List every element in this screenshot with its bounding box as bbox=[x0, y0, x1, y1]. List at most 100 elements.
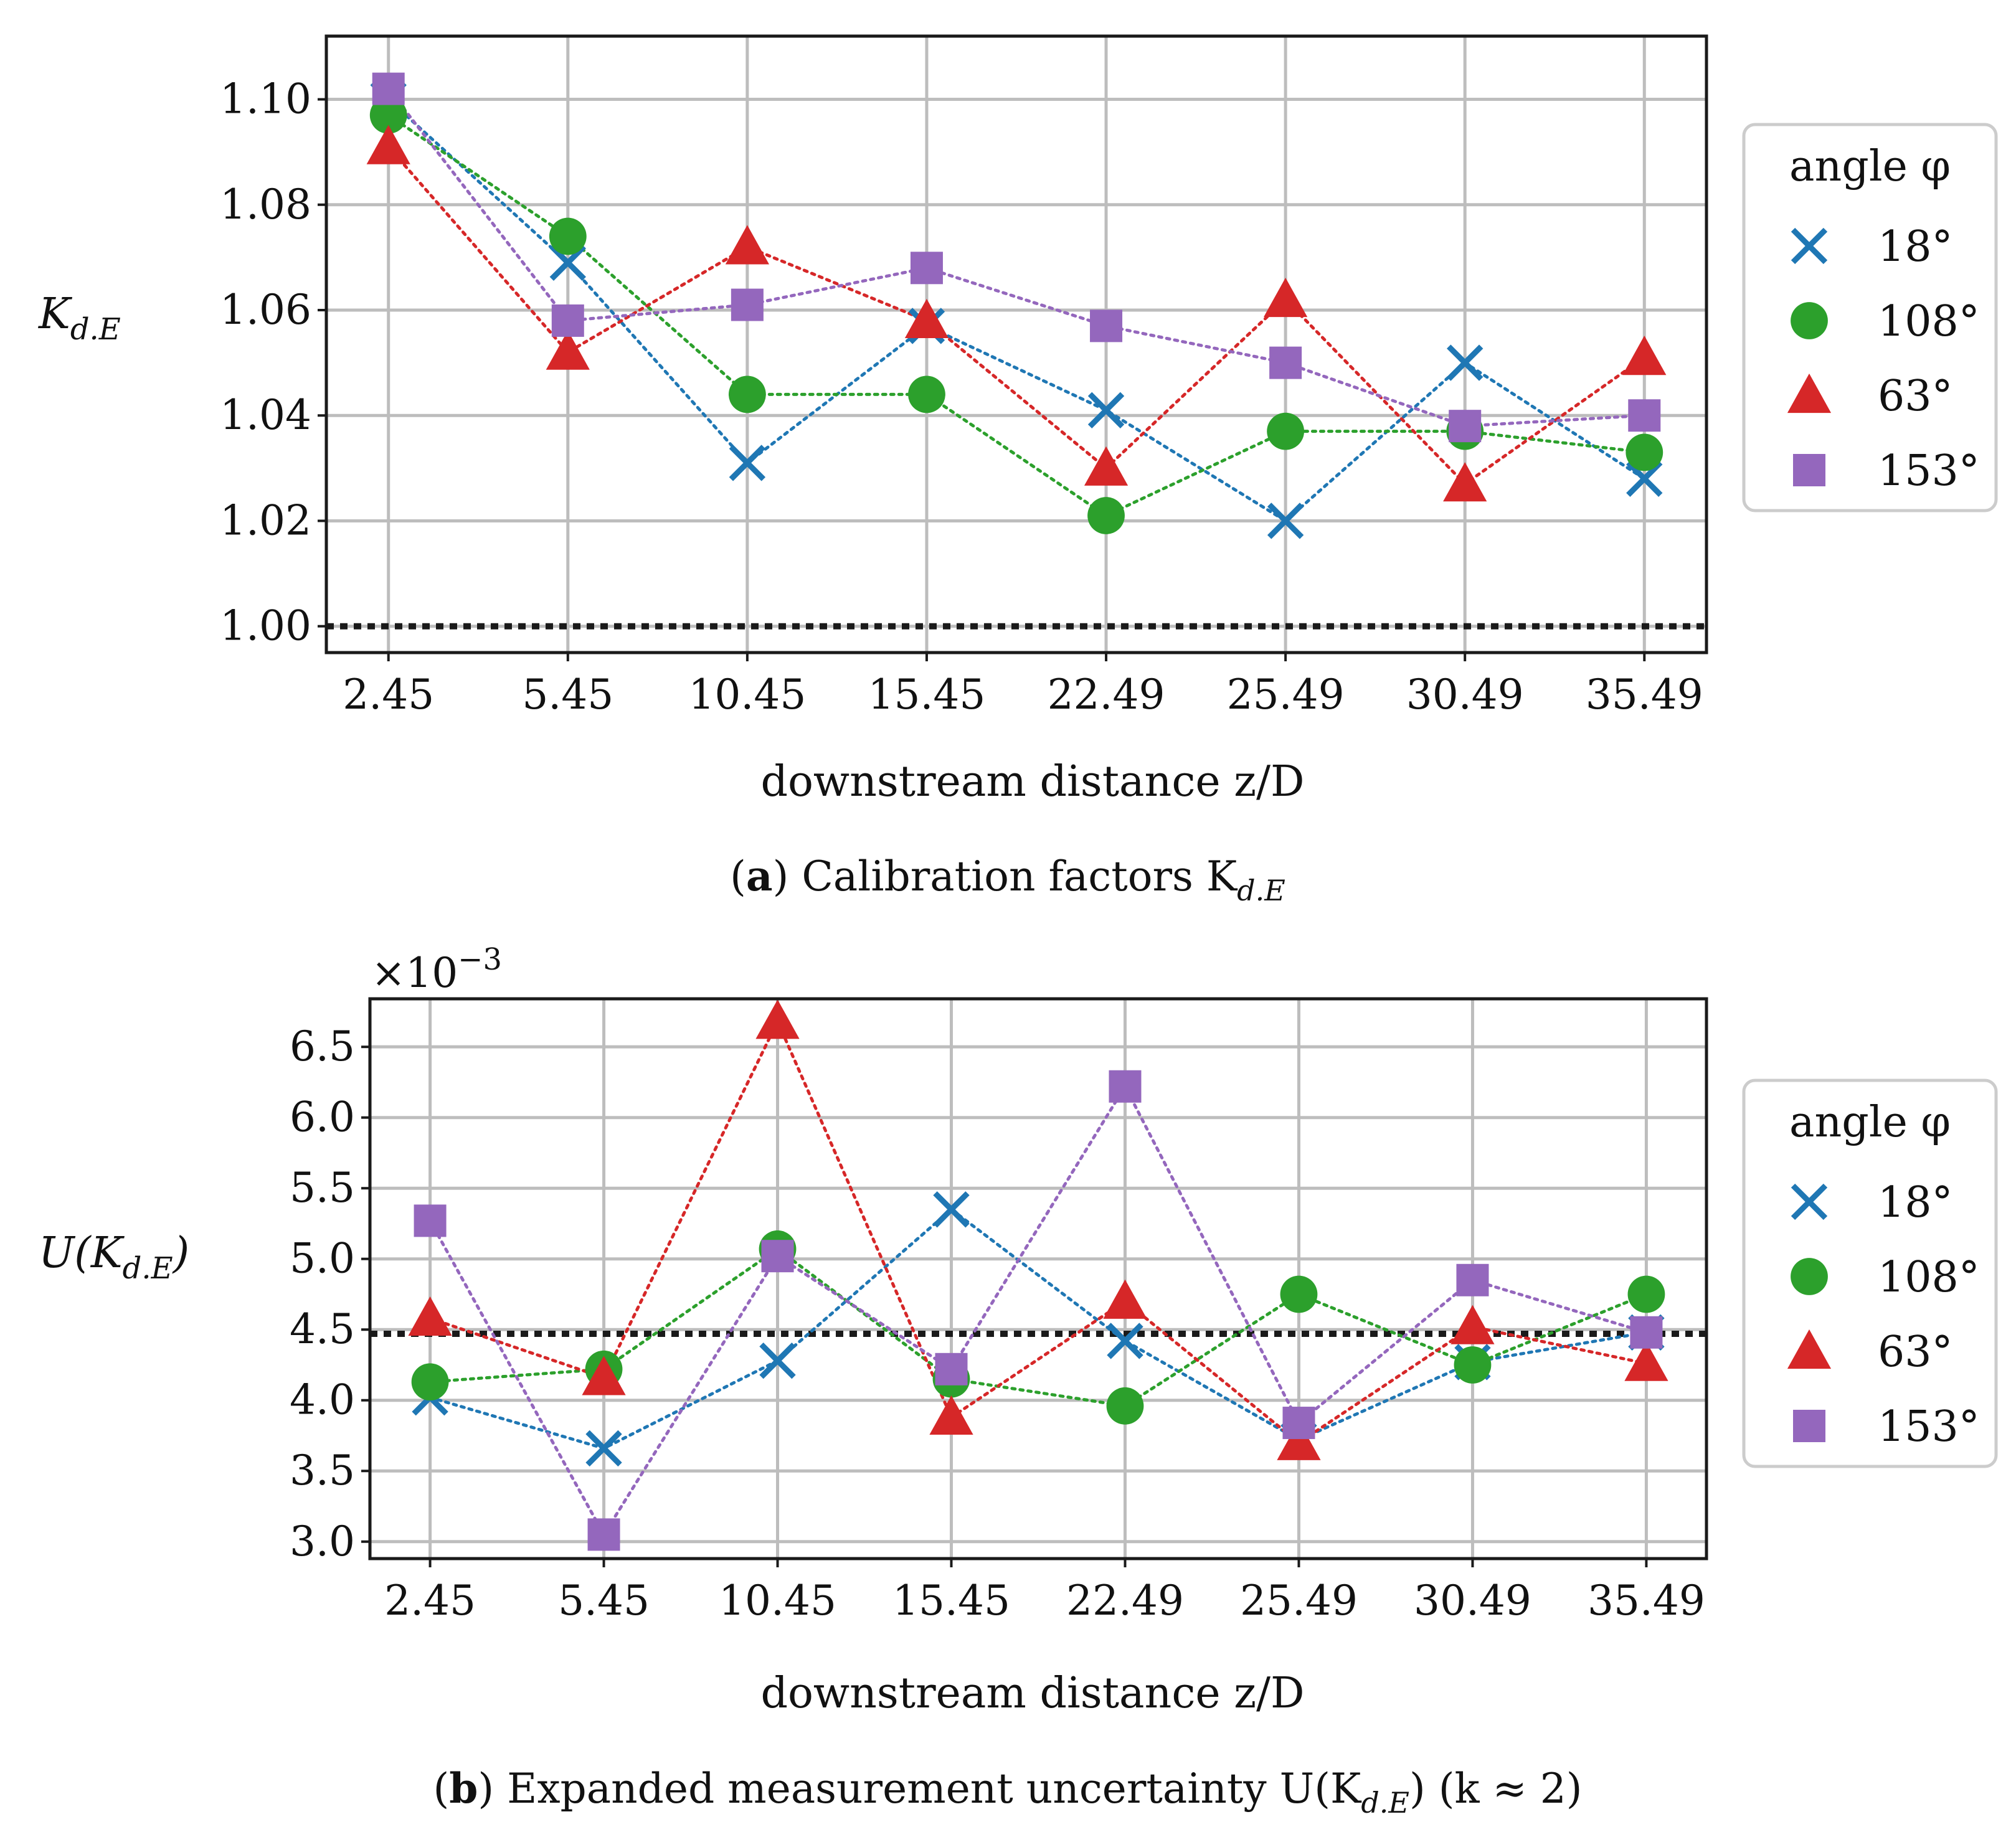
x-tick-label: 30.49 bbox=[1406, 671, 1524, 719]
data-point bbox=[1084, 446, 1129, 486]
y-tick-label: 3.0 bbox=[290, 1518, 355, 1565]
x-tick-label: 25.49 bbox=[1227, 671, 1345, 719]
data-point bbox=[582, 1356, 626, 1395]
x-tick-label: 10.45 bbox=[688, 671, 806, 719]
data-point bbox=[1103, 1279, 1147, 1319]
data-point bbox=[546, 330, 590, 370]
legend-box bbox=[1742, 1079, 1998, 1468]
plot-frame bbox=[368, 997, 1708, 1560]
data-point bbox=[1447, 344, 1484, 381]
data-point bbox=[1449, 410, 1482, 443]
legend-label: 153° bbox=[1878, 1402, 1980, 1451]
y-tick-label: 6.5 bbox=[290, 1022, 355, 1070]
series-line bbox=[428, 1083, 1648, 1538]
y-tick-label: 1.04 bbox=[220, 391, 311, 439]
data-point bbox=[1456, 1263, 1489, 1296]
x-tick-label: 10.45 bbox=[719, 1577, 836, 1625]
y-tick-label: 4.5 bbox=[290, 1305, 355, 1353]
y-axis-label: U(Kd.E) bbox=[39, 1229, 189, 1286]
x-tick-label: 2.45 bbox=[384, 1577, 476, 1625]
data-point bbox=[761, 1240, 794, 1273]
x-tick-labels: 2.45 5.45 10.45 15.45 22.49 25.49 30.49 35.49 bbox=[384, 1559, 1705, 1625]
legend-label: 108° bbox=[1878, 1253, 1980, 1302]
legend-label: 18° bbox=[1878, 1178, 1953, 1227]
y-tick-label: 6.0 bbox=[290, 1093, 355, 1141]
x-tick-label: 25.49 bbox=[1240, 1577, 1358, 1625]
caption-b: (b) Expanded measurement uncertainty U(K… bbox=[433, 1764, 1583, 1820]
y-tick-label: 3.5 bbox=[290, 1447, 355, 1494]
data-point bbox=[1269, 346, 1302, 379]
legend-title: angle φ bbox=[1789, 142, 1951, 191]
legend-label: 63° bbox=[1878, 1328, 1953, 1377]
data-point bbox=[1622, 336, 1667, 375]
y-tick-labels: 3.0 3.5 4.0 4.5 5.0 5.5 6.0 6.5 bbox=[290, 1022, 370, 1565]
data-point bbox=[551, 304, 584, 337]
y-tick-label: 1.02 bbox=[220, 496, 311, 544]
x-tick-label: 2.45 bbox=[343, 671, 434, 719]
data-point bbox=[904, 298, 949, 339]
legend-box bbox=[1742, 123, 1998, 512]
y-axis-label: Kd.E bbox=[37, 290, 121, 347]
chart-panel-a: 2.45 5.45 10.45 15.45 22.49 25.49 30.49 35.49 1… bbox=[37, 34, 1998, 907]
series-line bbox=[428, 1247, 1648, 1408]
data-point bbox=[1626, 460, 1663, 497]
data-point bbox=[1454, 1346, 1492, 1384]
series-line bbox=[387, 98, 1646, 523]
data-point bbox=[1628, 399, 1661, 432]
x-tick-label: 35.49 bbox=[1586, 671, 1703, 719]
data-point bbox=[411, 1363, 449, 1401]
x-tick-label: 22.49 bbox=[1048, 671, 1165, 719]
x-tick-label: 35.49 bbox=[1588, 1577, 1705, 1625]
data-point bbox=[929, 1395, 973, 1435]
chart-panel-b: 2.45 5.45 10.45 15.45 22.49 25.49 30.49 35.49 3… bbox=[39, 942, 1998, 1820]
legend-marker bbox=[1791, 302, 1828, 339]
y-tick-label: 5.0 bbox=[290, 1235, 355, 1283]
plot-frame bbox=[324, 34, 1708, 654]
legend-marker bbox=[1791, 227, 1828, 265]
data-point bbox=[549, 217, 587, 255]
grid-lines bbox=[326, 36, 1706, 653]
grid-lines bbox=[370, 999, 1706, 1559]
data-point bbox=[759, 1342, 796, 1379]
series-line bbox=[428, 1017, 1648, 1445]
data-point bbox=[414, 1204, 447, 1237]
data-point bbox=[1264, 277, 1308, 318]
data-point bbox=[1106, 1387, 1144, 1425]
data-point bbox=[1443, 462, 1487, 502]
data-point bbox=[549, 244, 586, 281]
legend-marker bbox=[1793, 1410, 1825, 1442]
data-point bbox=[1107, 1323, 1143, 1359]
legend-marker bbox=[1793, 454, 1825, 486]
x-tick-label: 5.45 bbox=[522, 671, 613, 719]
data-point bbox=[1624, 1341, 1668, 1381]
legend-label: 63° bbox=[1878, 372, 1953, 421]
legend-marker bbox=[1787, 373, 1832, 413]
data-point bbox=[372, 72, 405, 105]
data-point bbox=[935, 1352, 968, 1385]
legend-label: 153° bbox=[1878, 446, 1980, 496]
x-tick-labels: 2.45 5.45 10.45 15.45 22.49 25.49 30.49 35.49 bbox=[343, 653, 1703, 719]
data-point bbox=[1626, 433, 1663, 471]
data-point bbox=[933, 1191, 970, 1228]
data-point bbox=[1090, 309, 1123, 342]
y-tick-label: 1.06 bbox=[220, 286, 311, 334]
x-axis-label: downstream distance z/D bbox=[760, 757, 1304, 806]
data-point bbox=[366, 125, 410, 164]
x-tick-label: 5.45 bbox=[558, 1577, 650, 1625]
series-group bbox=[408, 999, 1668, 1551]
data-point bbox=[755, 999, 800, 1039]
legend: angle φ 18° 108° 63° 153° bbox=[1742, 123, 1998, 512]
x-axis-label: downstream distance z/D bbox=[760, 1669, 1304, 1718]
series-line bbox=[387, 113, 1646, 517]
legend-marker bbox=[1791, 1183, 1828, 1220]
data-point bbox=[1450, 1305, 1495, 1344]
axis-multiplier: ×10−3 bbox=[371, 942, 502, 997]
x-tick-label: 15.45 bbox=[892, 1577, 1010, 1625]
legend-title: angle φ bbox=[1789, 1098, 1951, 1147]
data-point bbox=[731, 288, 764, 321]
y-tick-label: 5.5 bbox=[290, 1164, 355, 1212]
x-tick-label: 22.49 bbox=[1066, 1577, 1184, 1625]
legend-label: 108° bbox=[1878, 297, 1980, 346]
y-tick-label: 1.08 bbox=[220, 181, 311, 229]
